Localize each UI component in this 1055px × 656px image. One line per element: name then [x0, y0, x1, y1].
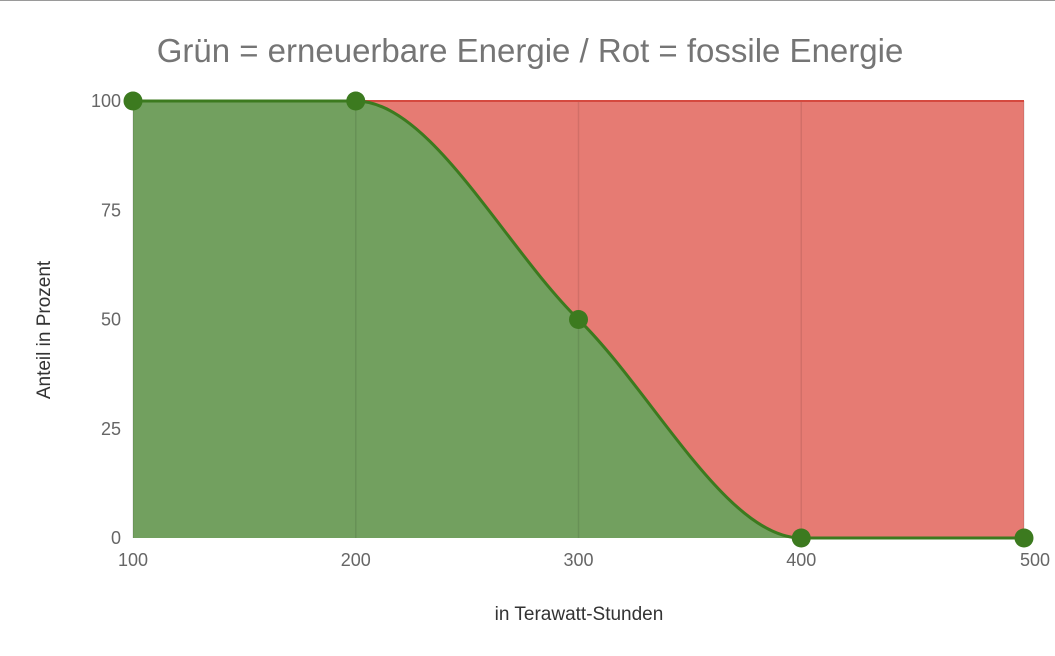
y-tick-label-4: 100 — [91, 91, 121, 111]
gridlines — [132, 101, 1025, 538]
data-point-1 — [346, 91, 366, 111]
y-tick-label-0: 0 — [111, 528, 121, 548]
data-point-3 — [791, 528, 811, 548]
data-points — [123, 91, 1034, 548]
data-point-2 — [569, 310, 588, 329]
y-tick-label-2: 50 — [101, 310, 121, 330]
x-axis-label: in Terawatt-Stunden — [495, 604, 664, 625]
y-tick-label-3: 75 — [101, 200, 121, 220]
x-tick-label-2: 300 — [563, 550, 593, 570]
y-tick-label-1: 25 — [101, 419, 121, 439]
x-tick-label-4: 500 — [1020, 550, 1050, 570]
y-axis-ticks: 0 25 50 75 100 — [91, 91, 121, 548]
x-tick-label-0: 100 — [118, 550, 148, 570]
data-point-4 — [1014, 528, 1034, 548]
x-tick-label-1: 200 — [341, 550, 371, 570]
x-axis-ticks: 100 200 300 400 500 — [118, 550, 1050, 570]
x-tick-label-3: 400 — [786, 550, 816, 570]
top-border — [0, 0, 1055, 1]
chart-title: Grün = erneuerbare Energie / Rot = fossi… — [157, 32, 904, 69]
data-point-0 — [123, 91, 143, 111]
y-axis-label: Anteil in Prozent — [34, 260, 55, 399]
